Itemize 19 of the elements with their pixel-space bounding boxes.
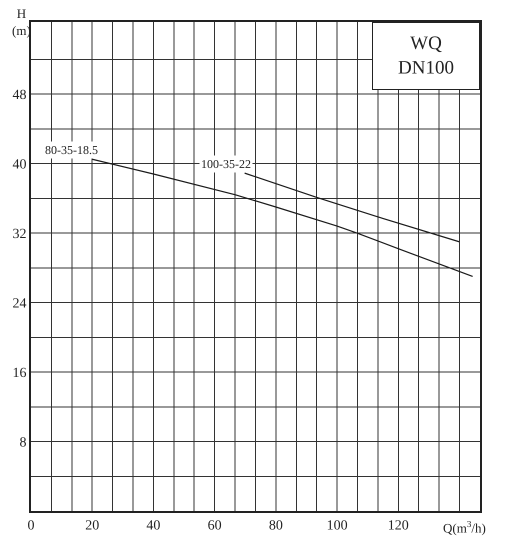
text: WQ DN100 — [398, 33, 454, 79]
x-tick-label: 40 — [146, 518, 160, 534]
line-series — [244, 172, 460, 242]
x-tick-label: 100 — [326, 518, 348, 534]
x-tick-label: 120 — [388, 518, 409, 534]
x-tick-label: 20 — [85, 518, 100, 534]
x-tick-label: 60 — [208, 518, 222, 534]
y-tick-label: 16 — [12, 366, 26, 381]
y-tick-label: 8 — [19, 435, 26, 450]
y-tick-label: 40 — [12, 157, 26, 172]
series-label: 80-35-18.5 — [45, 143, 98, 157]
x-tick-label: 0 — [28, 518, 34, 534]
y-tick-label: 32 — [12, 226, 26, 242]
x-tick-label: 80 — [268, 518, 283, 534]
x-axis-title: Q(m$^{3}$/h) — [443, 519, 486, 536]
series-label: 100-35-22 — [201, 157, 251, 171]
y-tick-label: 48 — [12, 88, 26, 103]
y-tick-label: 24 — [12, 296, 26, 312]
line-series — [92, 158, 474, 278]
